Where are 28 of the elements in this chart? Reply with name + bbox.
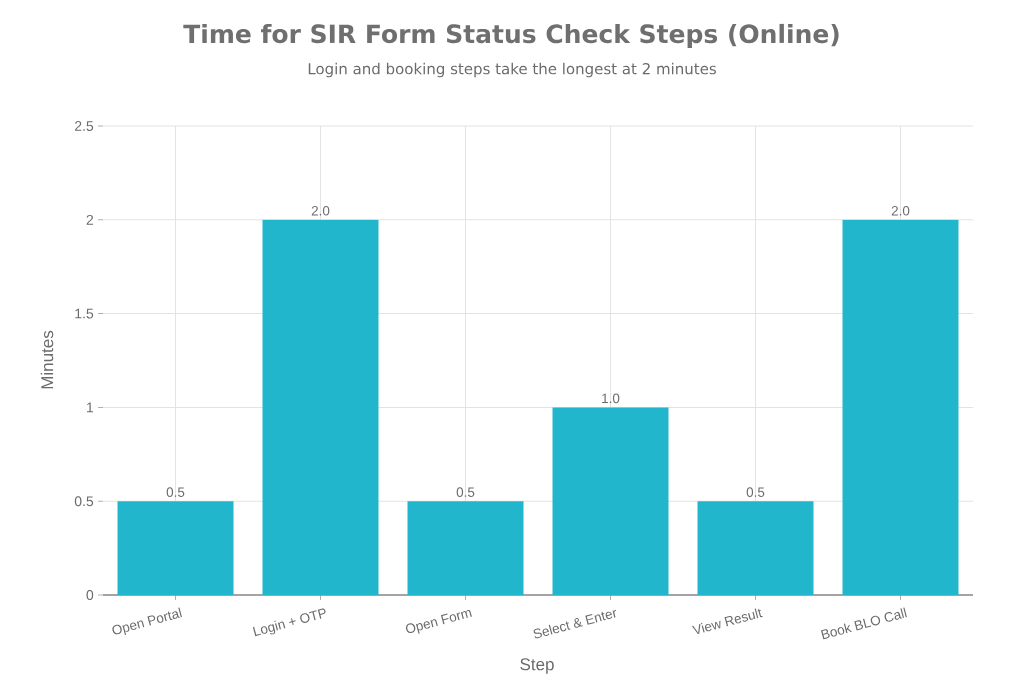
data-label: 0.5 bbox=[746, 487, 765, 497]
data-label: 2.0 bbox=[891, 205, 910, 216]
chart-title: Time for SIR Form Status Check Steps (Online) bbox=[183, 23, 839, 49]
bar bbox=[552, 407, 669, 595]
x-tick-label: Login + OTP bbox=[252, 608, 326, 637]
y-tick-label: 0.5 bbox=[74, 496, 94, 507]
bar bbox=[407, 501, 524, 595]
x-tick-label: Open Portal bbox=[112, 607, 182, 636]
y-tick-label: 1.5 bbox=[75, 308, 94, 319]
bar bbox=[117, 501, 234, 595]
y-tick-label: 1 bbox=[87, 402, 94, 413]
data-label: 0.5 bbox=[456, 487, 475, 497]
x-tick-label: Select & Enter bbox=[533, 609, 616, 639]
data-label: 2.0 bbox=[311, 205, 330, 216]
data-label: 1.0 bbox=[602, 393, 620, 404]
y-tick-label: 2 bbox=[86, 214, 94, 225]
x-tick-label: Book BLO Call bbox=[820, 607, 907, 640]
x-tick-label: View Result bbox=[691, 608, 763, 635]
x-axis-title: Step bbox=[520, 658, 554, 674]
y-tick-label: 0 bbox=[86, 590, 94, 600]
bar bbox=[262, 219, 379, 595]
y-tick-label: 2.5 bbox=[74, 121, 94, 131]
chart-subtitle: Login and booking steps take the longest at 2 minutes bbox=[308, 62, 716, 78]
bar bbox=[697, 501, 814, 595]
bar bbox=[842, 219, 959, 595]
x-tick-label: Open Form bbox=[405, 610, 472, 634]
data-label: 0.5 bbox=[166, 487, 185, 497]
y-axis-title: Minutes bbox=[40, 330, 54, 389]
